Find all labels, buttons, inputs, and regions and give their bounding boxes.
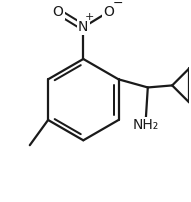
Text: O: O	[53, 5, 64, 19]
Text: N: N	[78, 20, 88, 34]
Text: O: O	[103, 5, 114, 19]
Text: +: +	[85, 12, 94, 22]
Text: −: −	[112, 0, 123, 10]
Text: NH₂: NH₂	[133, 118, 159, 132]
